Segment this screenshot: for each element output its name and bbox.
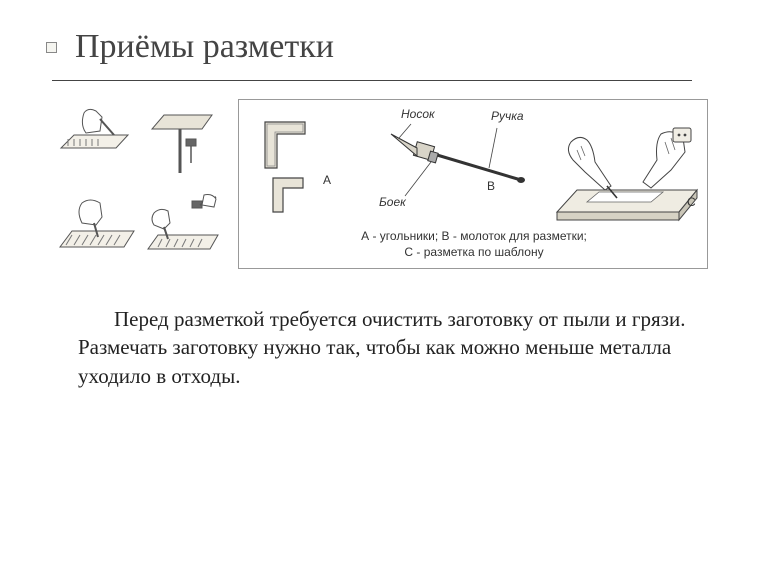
figures-row: А Носок Ручка bbox=[52, 99, 716, 269]
figure-right: А Носок Ручка bbox=[238, 99, 708, 269]
title-bullet-icon bbox=[46, 42, 57, 53]
figure-left bbox=[52, 99, 222, 269]
label-b: В bbox=[487, 179, 495, 193]
label-c: С bbox=[687, 195, 696, 209]
label-nosok: Носок bbox=[401, 107, 436, 121]
label-boek: Боек bbox=[379, 195, 407, 209]
body-paragraph: Перед разметкой требуется очистить загот… bbox=[78, 305, 696, 390]
caption-line-1: А - угольники; В - молоток для разметки; bbox=[361, 229, 587, 243]
label-ruchka: Ручка bbox=[491, 109, 524, 123]
label-a: А bbox=[323, 173, 331, 187]
title-row: Приёмы разметки bbox=[52, 28, 716, 66]
slide-title: Приёмы разметки bbox=[75, 28, 334, 66]
caption-line-2: С - разметка по шаблону bbox=[404, 245, 543, 259]
title-rule bbox=[52, 80, 692, 81]
